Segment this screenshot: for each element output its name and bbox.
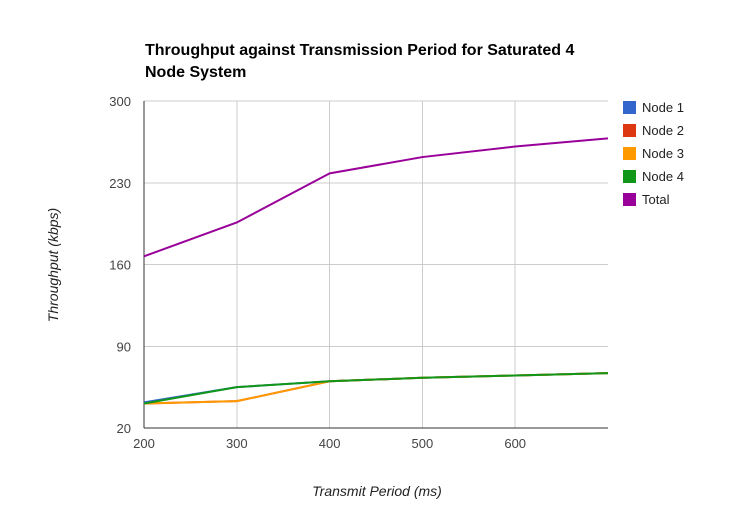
x-tick-label: 600 — [504, 436, 526, 451]
legend-item-node-4: Node 4 — [623, 169, 684, 184]
legend-item-node-2: Node 2 — [623, 123, 684, 138]
y-axis-title: Throughput (kbps) — [45, 208, 61, 322]
tick-labels: 20 90 160 230 300 200 300 400 500 600 — [109, 94, 526, 451]
y-tick-label: 160 — [109, 258, 131, 273]
y-tick-label: 90 — [117, 339, 131, 354]
legend-swatch-node-4 — [623, 170, 636, 183]
legend-swatch-node-2 — [623, 124, 636, 137]
legend-swatch-node-1 — [623, 101, 636, 114]
x-tick-label: 500 — [412, 436, 434, 451]
legend-label-node-4: Node 4 — [642, 169, 684, 184]
chart-title-line-1: Throughput against Transmission Period f… — [145, 42, 574, 59]
x-tick-label: 400 — [319, 436, 341, 451]
legend-swatch-total — [623, 193, 636, 206]
y-tick-label: 230 — [109, 176, 131, 191]
legend-item-node-1: Node 1 — [623, 100, 684, 115]
axes — [143, 101, 608, 429]
series-line-node-4 — [143, 372, 609, 405]
legend-item-node-3: Node 3 — [623, 146, 684, 161]
legend-label-node-1: Node 1 — [642, 100, 684, 115]
chart-title-line-2: Node System — [145, 64, 246, 81]
legend-label-node-2: Node 2 — [642, 123, 684, 138]
legend-label-total: Total — [642, 192, 670, 207]
x-tick-label: 200 — [133, 436, 155, 451]
legend-label-node-3: Node 3 — [642, 146, 684, 161]
x-axis-title: Transmit Period (ms) — [312, 483, 442, 499]
x-tick-label: 300 — [226, 436, 248, 451]
legend-swatch-node-3 — [623, 147, 636, 160]
y-tick-label: 300 — [109, 94, 131, 109]
chart-title: Throughput against Transmission Period f… — [145, 42, 574, 81]
legend-item-total: Total — [623, 192, 670, 207]
series-line-total — [143, 137, 609, 258]
y-tick-label: 20 — [117, 421, 131, 436]
legend: Node 1 Node 2 Node 3 Node 4 Total — [623, 100, 684, 207]
series-lines — [143, 137, 609, 405]
gridlines — [144, 100, 608, 428]
